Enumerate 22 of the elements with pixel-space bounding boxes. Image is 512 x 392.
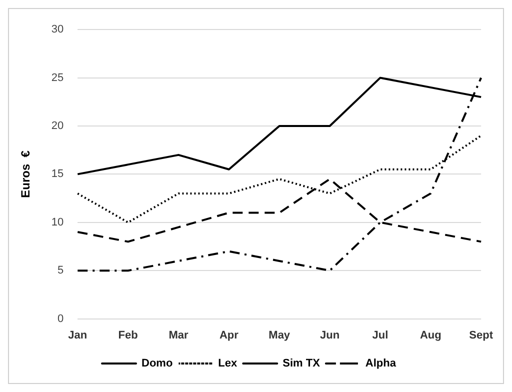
legend-label: Alpha — [365, 358, 397, 370]
x-tick-label: Sept — [469, 329, 494, 342]
x-tick-label: May — [268, 329, 291, 342]
x-tick-label: Apr — [219, 329, 240, 342]
legend-label: Sim TX — [282, 358, 321, 370]
y-axis-title: Euros € — [18, 150, 33, 198]
y-tick-label: 20 — [51, 120, 64, 132]
y-tick-label: 15 — [51, 168, 64, 180]
x-tick-label: Jul — [372, 329, 388, 342]
x-tick-label: Mar — [168, 329, 189, 342]
x-tick-label: Jan — [68, 329, 88, 342]
y-tick-label: 25 — [51, 72, 64, 84]
y-tick-label: 10 — [51, 216, 64, 228]
y-tick-label: 0 — [58, 312, 64, 325]
legend-label: Domo — [142, 358, 173, 370]
y-tick-label: 30 — [51, 24, 64, 36]
x-tick-label: Aug — [420, 329, 442, 342]
x-tick-label: Jun — [320, 329, 340, 342]
legend-label: Lex — [218, 358, 238, 370]
line-series — [76, 76, 482, 272]
y-tick-label: 5 — [58, 264, 64, 277]
x-tick-label: Feb — [118, 329, 138, 342]
